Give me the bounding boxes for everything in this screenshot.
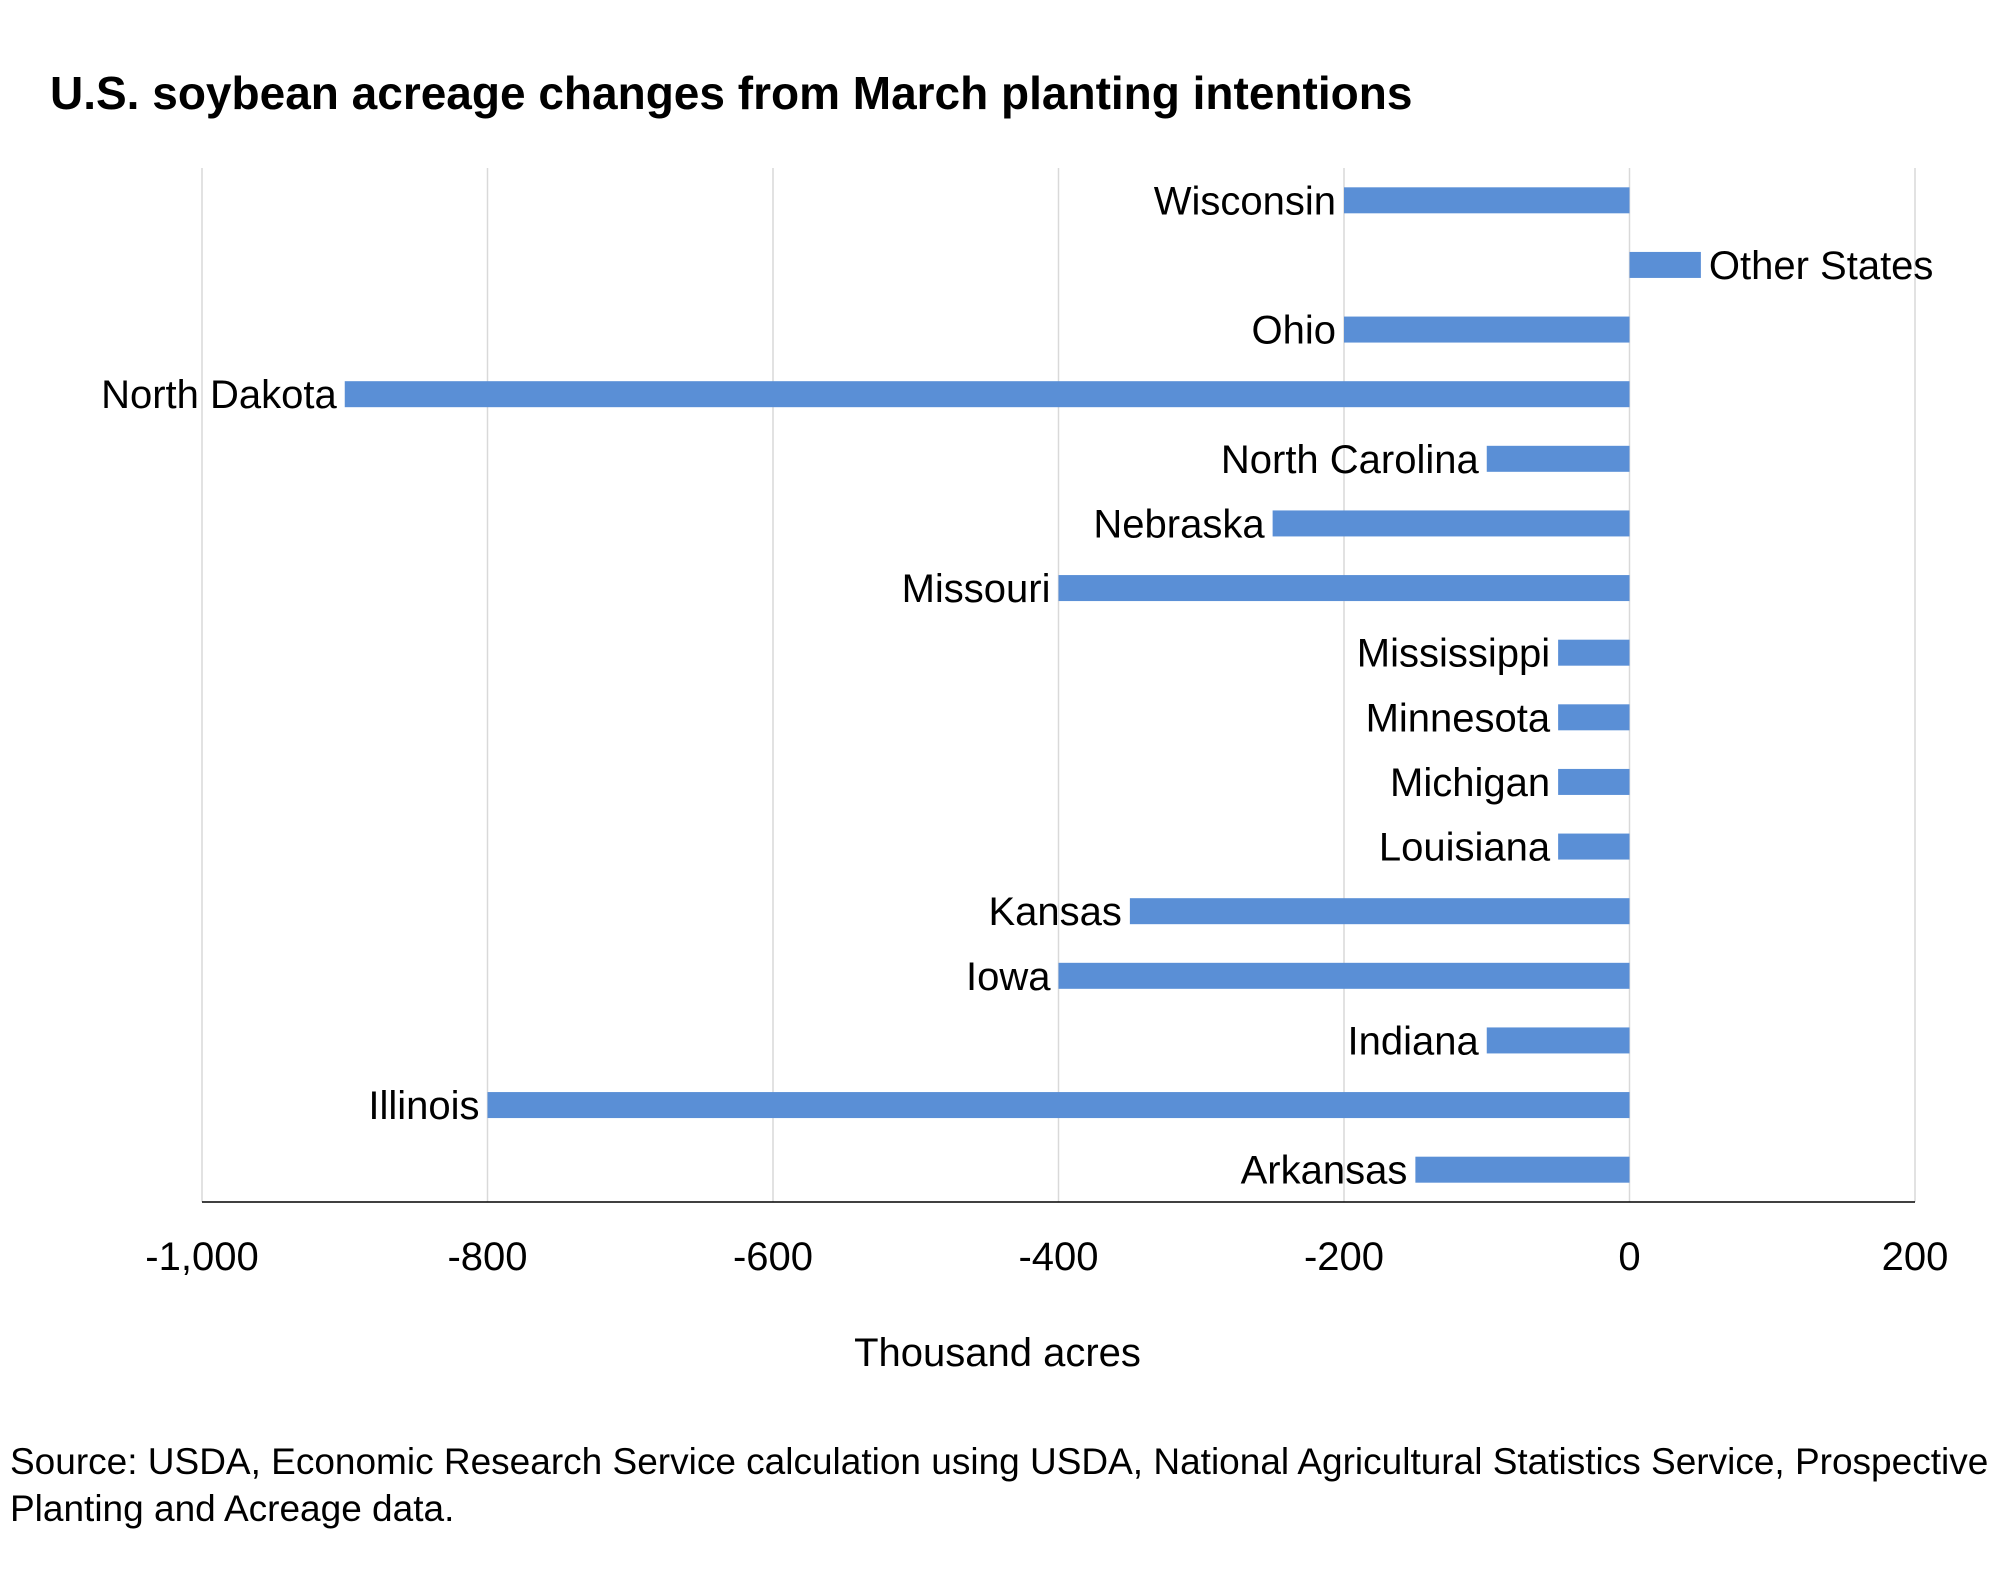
x-tick-label: -800: [447, 1235, 527, 1279]
bar-label-minnesota: Minnesota: [1366, 696, 1551, 740]
bar-label-ohio: Ohio: [1252, 309, 1337, 353]
bar-mississippi: [1558, 639, 1630, 666]
bar-label-iowa: Iowa: [966, 955, 1051, 999]
bar-arkansas: [1415, 1156, 1630, 1183]
bar-chart: Wisconsin Other States Ohio North Dakota Nor…: [101, 168, 1948, 1375]
x-tick-label: 0: [1618, 1235, 1640, 1279]
bar-illinois: [487, 1092, 1630, 1119]
bar-label-other-states: Other States: [1709, 244, 1934, 288]
bar-label-north-dakota: North Dakota: [101, 373, 337, 417]
bar-label-nebraska: Nebraska: [1093, 502, 1265, 546]
bar-label-missouri: Missouri: [902, 567, 1051, 611]
source-note: Source: USDA, Economic Research Service …: [10, 1441, 1989, 1529]
bar-label-mississippi: Mississippi: [1357, 632, 1550, 676]
x-tick-label: -600: [733, 1235, 813, 1279]
x-tick-label: -200: [1304, 1235, 1384, 1279]
bar-label-louisiana: Louisiana: [1379, 826, 1551, 870]
bar-north-dakota: [344, 381, 1630, 408]
bar-iowa: [1058, 962, 1630, 989]
bar-label-indiana: Indiana: [1348, 1019, 1480, 1063]
bar-label-kansas: Kansas: [988, 890, 1121, 934]
bar-label-north-carolina: North Carolina: [1221, 438, 1480, 482]
gridlines: [201, 168, 1916, 1202]
x-axis-title: Thousand acres: [854, 1331, 1141, 1375]
bar-label-illinois: Illinois: [368, 1084, 479, 1128]
bars: [344, 187, 1701, 1183]
bar-labels: Wisconsin Other States Ohio North Dakota Nor…: [101, 179, 1933, 1192]
bar-label-arkansas: Arkansas: [1241, 1149, 1408, 1193]
bar-kansas: [1129, 898, 1630, 925]
bar-north-carolina: [1486, 445, 1630, 472]
bar-michigan: [1558, 768, 1630, 795]
x-axis-ticks: -1,000 -800 -600 -400 -200 0 200: [145, 1235, 1948, 1279]
bar-label-wisconsin: Wisconsin: [1154, 179, 1336, 223]
bar-wisconsin: [1344, 187, 1630, 214]
bar-missouri: [1058, 575, 1630, 602]
bar-label-michigan: Michigan: [1390, 761, 1550, 805]
bar-other-states: [1629, 251, 1701, 278]
x-tick-label: 200: [1882, 1235, 1949, 1279]
x-tick-label: -400: [1018, 1235, 1098, 1279]
bar-minnesota: [1558, 704, 1630, 731]
bar-nebraska: [1272, 510, 1630, 537]
bar-louisiana: [1558, 833, 1630, 860]
bar-indiana: [1486, 1027, 1630, 1054]
chart-title: U.S. soybean acreage changes from March …: [50, 67, 1413, 119]
bar-ohio: [1344, 316, 1630, 343]
x-tick-label: -1,000: [145, 1235, 258, 1279]
